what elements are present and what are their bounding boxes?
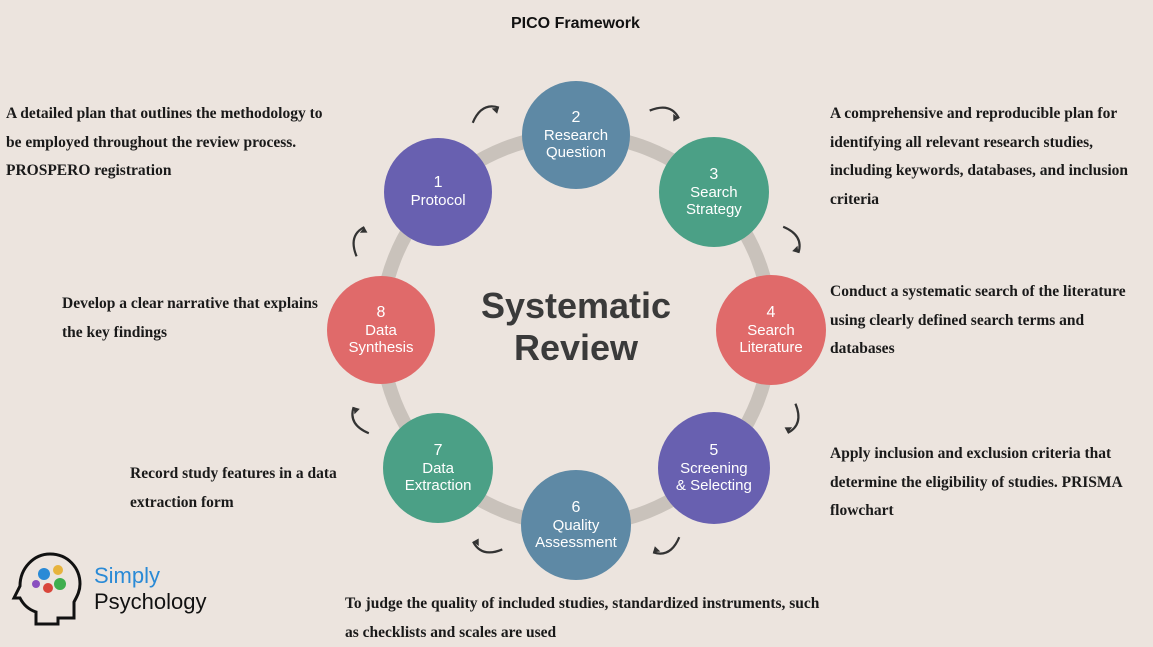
node-description-6: To judge the quality of included studies… bbox=[345, 590, 825, 647]
cycle-arrow bbox=[767, 394, 819, 446]
node-label: Protocol bbox=[405, 192, 472, 209]
node-number: 6 bbox=[572, 499, 581, 517]
node-number: 8 bbox=[377, 304, 386, 322]
node-label: SearchLiterature bbox=[733, 322, 808, 357]
center-title-line2: Review bbox=[446, 327, 706, 369]
cycle-node-7: 7DataExtraction bbox=[383, 413, 493, 523]
cycle-node-8: 8DataSynthesis bbox=[327, 276, 435, 384]
node-label: SearchStrategy bbox=[680, 184, 748, 219]
brand-logo: SimplyPsychology bbox=[10, 548, 207, 630]
node-number: 1 bbox=[434, 174, 443, 192]
node-description-1: A detailed plan that outlines the method… bbox=[6, 100, 326, 186]
node-description-8: Develop a clear narrative that explains … bbox=[62, 290, 322, 347]
center-title-line1: Systematic bbox=[446, 285, 706, 327]
cycle-node-2: 2ResearchQuestion bbox=[522, 81, 630, 189]
cycle-arrow bbox=[333, 214, 385, 266]
node-number: 7 bbox=[434, 442, 443, 460]
brand-text-line2: Psychology bbox=[94, 589, 207, 615]
top-label: PICO Framework bbox=[511, 15, 640, 33]
cycle-arrow bbox=[640, 521, 692, 573]
brain-icon bbox=[10, 548, 88, 630]
cycle-arrow bbox=[460, 521, 512, 573]
node-description-3: A comprehensive and reproducible plan fo… bbox=[830, 100, 1150, 215]
node-number: 2 bbox=[572, 109, 581, 127]
node-label: DataExtraction bbox=[399, 460, 478, 495]
cycle-arrow bbox=[640, 87, 692, 139]
cycle-node-4: 4SearchLiterature bbox=[716, 275, 826, 385]
node-description-7: Record study features in a data extracti… bbox=[130, 460, 360, 517]
cycle-node-3: 3SearchStrategy bbox=[659, 137, 769, 247]
node-label: DataSynthesis bbox=[342, 322, 419, 357]
brand-text-line1: Simply bbox=[94, 563, 207, 589]
node-label: QualityAssessment bbox=[529, 517, 623, 552]
brand-text: SimplyPsychology bbox=[94, 563, 207, 615]
node-number: 3 bbox=[709, 166, 718, 184]
node-number: 4 bbox=[767, 304, 776, 322]
node-description-4: Conduct a systematic search of the liter… bbox=[830, 278, 1130, 364]
node-description-5: Apply inclusion and exclusion criteria t… bbox=[830, 440, 1150, 526]
cycle-node-5: 5Screening& Selecting bbox=[658, 412, 770, 524]
cycle-node-6: 6QualityAssessment bbox=[521, 470, 631, 580]
cycle-arrow bbox=[767, 214, 819, 266]
node-label: ResearchQuestion bbox=[538, 127, 614, 162]
node-number: 5 bbox=[709, 442, 718, 460]
cycle-arrow bbox=[333, 394, 385, 446]
node-label: Screening& Selecting bbox=[670, 460, 758, 495]
center-title: SystematicReview bbox=[446, 285, 706, 369]
cycle-node-1: 1Protocol bbox=[384, 138, 492, 246]
cycle-arrow bbox=[460, 87, 512, 139]
